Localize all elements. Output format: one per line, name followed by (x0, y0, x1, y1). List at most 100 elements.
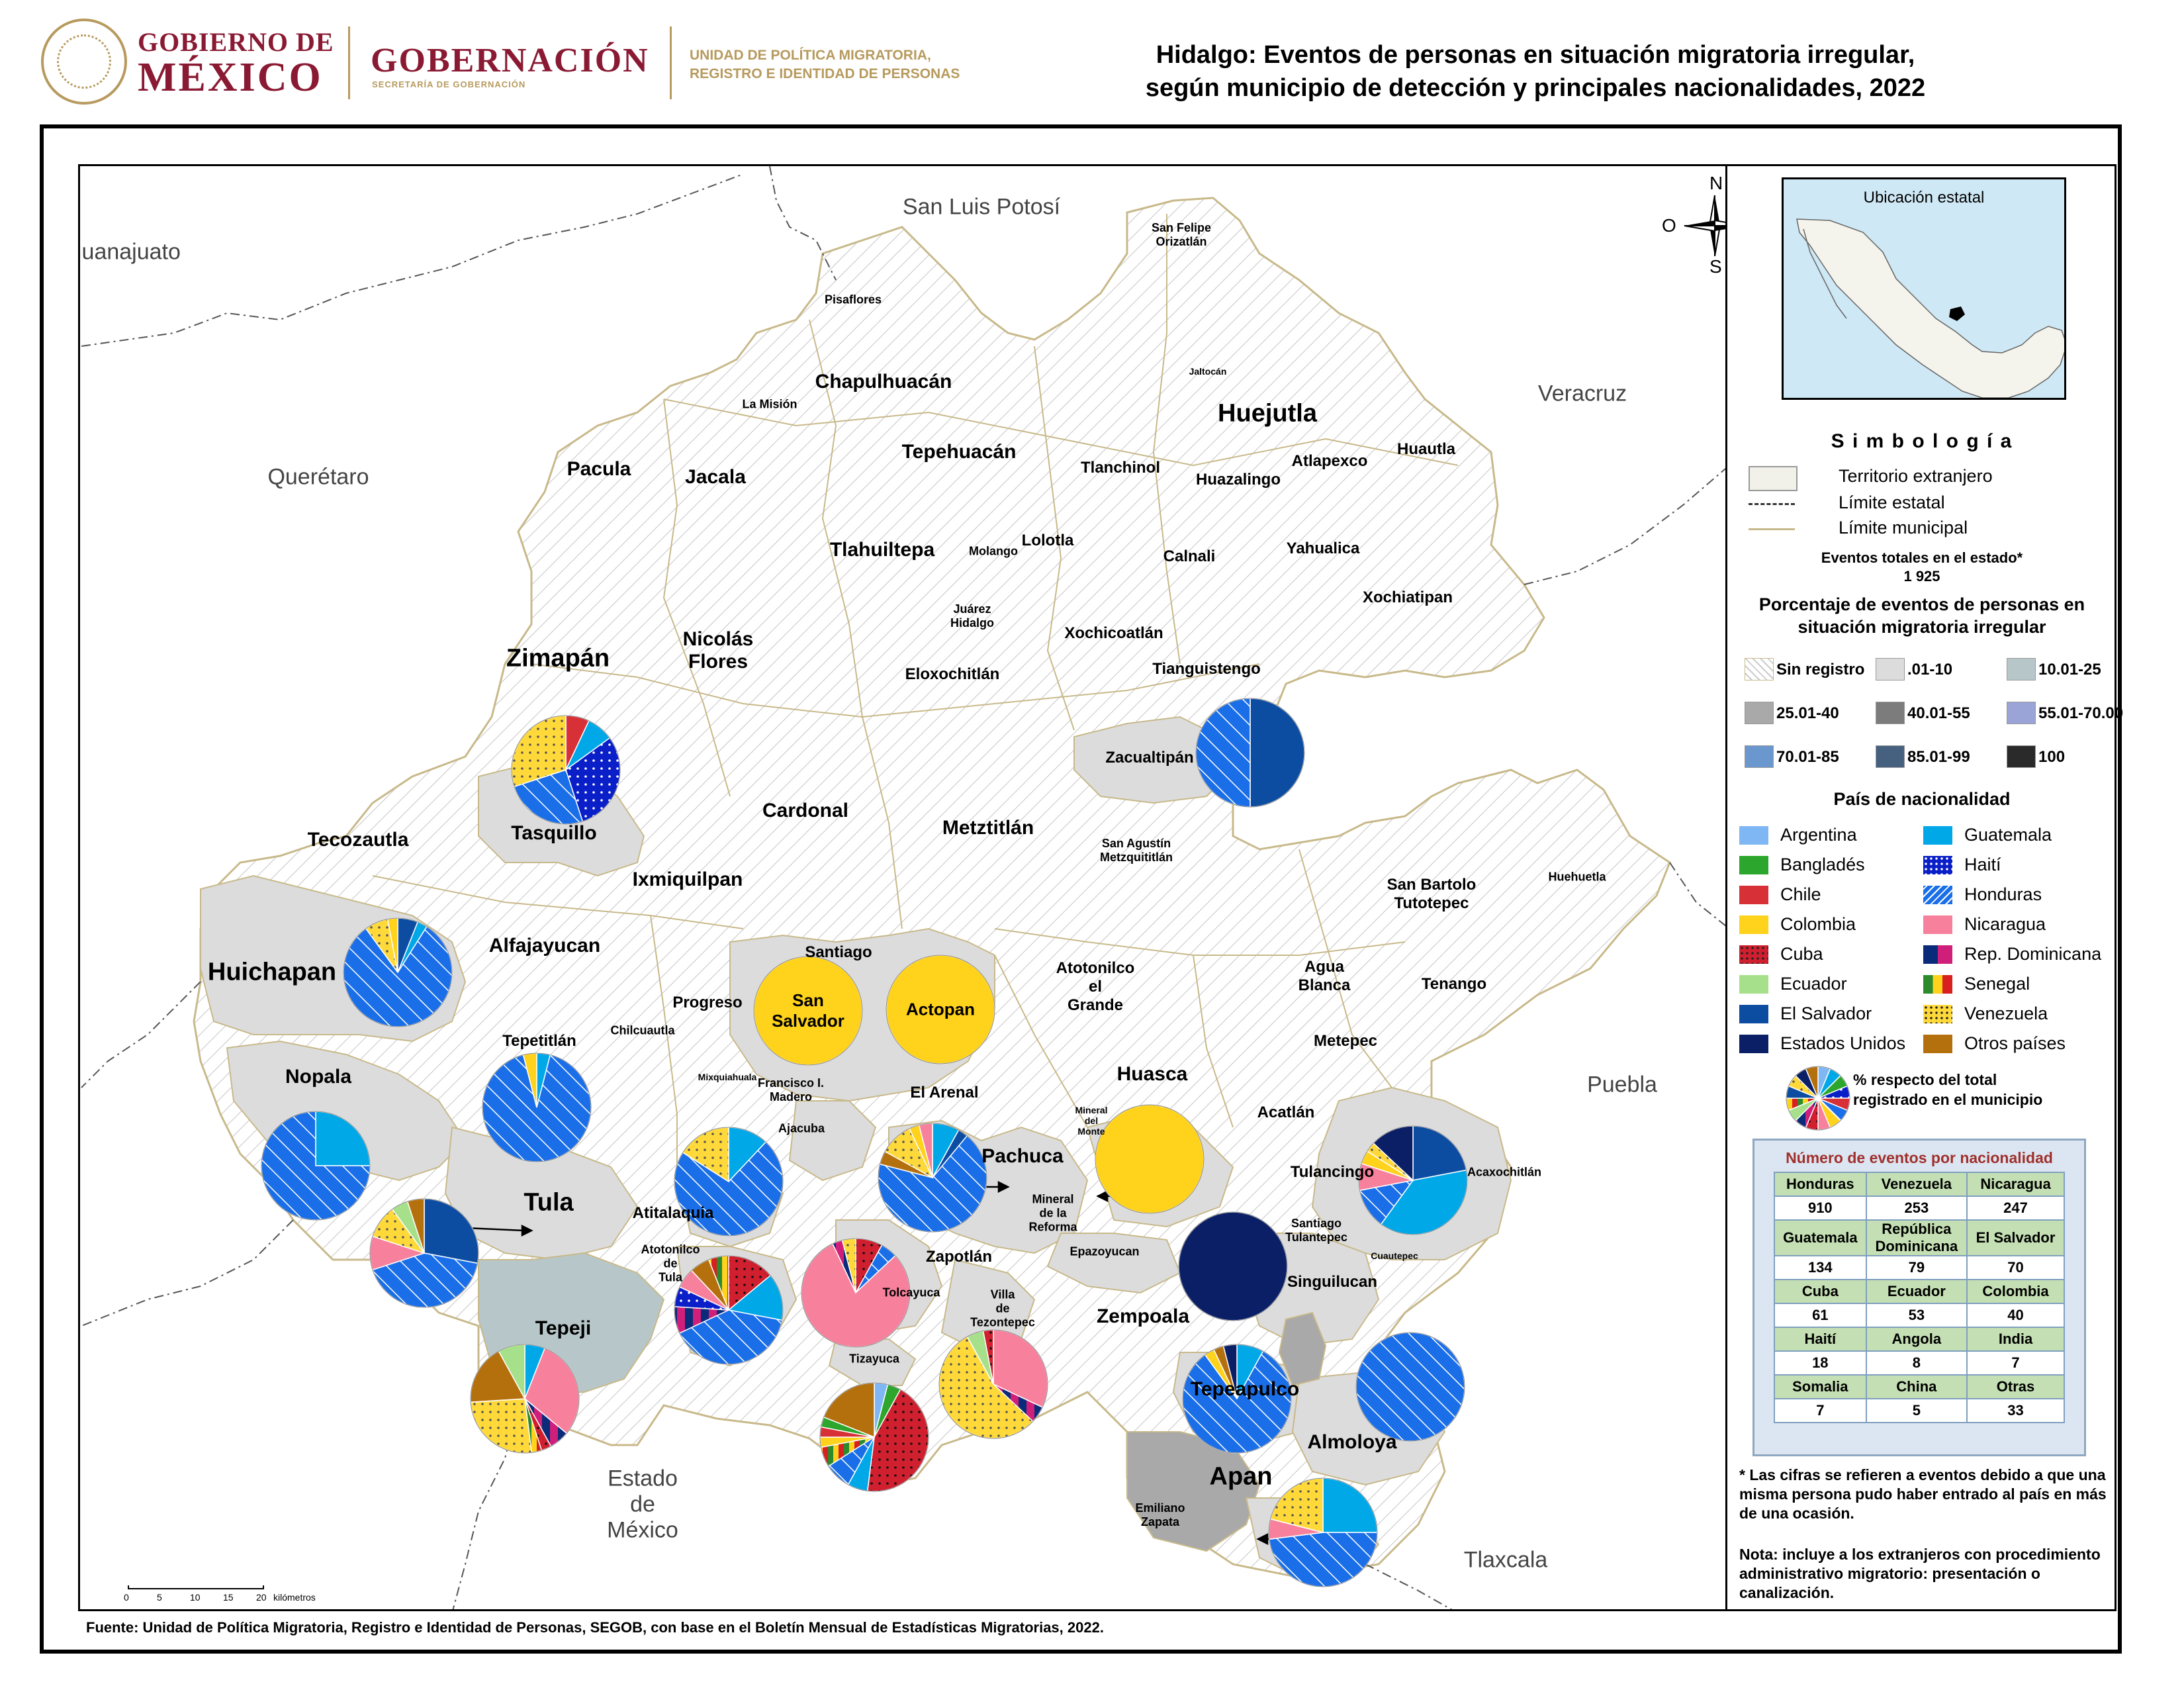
legend-foreign-swatch (1749, 466, 1797, 491)
municipality-label-tlahuiltepa: Tlahuiltepa (829, 539, 935, 561)
pie-tula (369, 1198, 479, 1308)
nat-table-value: 33 (1966, 1398, 2065, 1423)
nat-swatch-chile (1739, 886, 1768, 904)
municipality-label-tepehuacan: Tepehuacán (901, 441, 1017, 463)
pie-singuilucan (1178, 1211, 1288, 1321)
title-line-2: según municipio de detección y principal… (1145, 74, 1926, 102)
municipality-label-mineral-de-la-reforma: Mineral de la Reforma (1028, 1192, 1077, 1234)
nat-table: Honduras Venezuela Nicaragua 910 253 247 Guate… (1774, 1172, 2065, 1423)
nat-table-value: 7 (1774, 1398, 1867, 1423)
scale-bar-line (128, 1585, 264, 1589)
pct-label-55-01-70-00: 55.01-70.00 (2038, 704, 2124, 722)
pie-tolcayuca (801, 1238, 911, 1348)
pie-pachuca (878, 1123, 987, 1233)
municipality-label-alfajayucan: Alfajayucan (488, 935, 601, 957)
municipality-label-huasca: Huasca (1116, 1063, 1188, 1085)
nat-table-title: Número de eventos por nacionalidad (1786, 1149, 2053, 1166)
nat-swatch-honduras (1923, 886, 1952, 904)
pie-acaxochitlan (1358, 1125, 1468, 1235)
municipality-label-zimapan: Zimapán (506, 644, 610, 673)
state-label-tlaxcala: Tlaxcala (1463, 1547, 1548, 1573)
nat-table-country: Haití (1774, 1327, 1867, 1352)
municipality-label-pachuca: Pachuca (981, 1145, 1064, 1167)
nat-label-banglades: Bangladés (1780, 855, 1865, 874)
nat-table-country: República Dominicana (1865, 1219, 1968, 1256)
nat-table-country: El Salvador (1966, 1219, 2065, 1256)
municipality-label-acaxochitlan: Acaxochitlán (1467, 1165, 1542, 1179)
footnote-events: * Las cifras se refieren a eventos debid… (1739, 1466, 2107, 1522)
municipality-label-santiago: Santiago (805, 943, 872, 961)
nat-table-value: 79 (1865, 1255, 1968, 1280)
municipality-label-francisco-i-madero: Francisco I. Madero (757, 1076, 825, 1103)
nat-table-country: China (1865, 1374, 1968, 1399)
municipality-label-singuilucan: Singuilucan (1287, 1273, 1378, 1291)
nat-label-chile: Chile (1780, 884, 1821, 904)
hidalgo-locator-icon (1949, 306, 1965, 321)
pie-san-salvador-outline (753, 956, 863, 1066)
map-labels: Guanajuato San Luis Potosí Querétaro Veracr… (80, 166, 1725, 1609)
nat-swatch-senegal (1923, 975, 1952, 994)
municipality-label-santiago-tulantepec: Santiago Tulantepec (1285, 1217, 1347, 1244)
footnote-note: Nota: incluye a los extranjeros con proc… (1739, 1546, 2101, 1601)
municipality-label-agua-blanca: Agua Blanca (1298, 958, 1351, 994)
pct-swatch-40-01-55 (1876, 702, 1905, 724)
municipality-label-jaltocan: Jaltocán (1189, 366, 1227, 377)
municipality-label-zapotlan: Zapotlán (926, 1248, 992, 1266)
state-label-queretaro: Querétaro (267, 464, 369, 490)
municipality-label-tecozautla: Tecozautla (307, 829, 409, 851)
nat-legend-title: País de nacionalidad (1833, 789, 2011, 809)
municipality-label-san-agustin-metzquititlan: San Agustín Metzquititlán (1100, 837, 1173, 864)
pie-san-salvador (753, 956, 863, 1066)
municipality-label-chapulhuacan: Chapulhuacán (815, 371, 952, 393)
pct-swatch-01-10 (1876, 658, 1905, 680)
pct-label-01-10: .01-10 (1907, 661, 1953, 679)
pct-title-1: Porcentaje de eventos de personas en (1758, 594, 2085, 614)
pie-villa-de-tezontepec (938, 1329, 1048, 1439)
nat-table-value-row: 61 53 40 (1774, 1303, 2065, 1328)
scale-tick: 0 (124, 1592, 129, 1603)
nat-table-country: Ecuador (1865, 1279, 1968, 1304)
nat-label-ecuador: Ecuador (1780, 974, 1847, 994)
municipality-label-huautla: Huautla (1396, 440, 1456, 458)
pie-tepeapulco (1182, 1344, 1292, 1454)
nat-label-senegal: Senegal (1964, 974, 2030, 994)
municipality-label-xochicoatlan: Xochicoatlán (1064, 624, 1163, 642)
gobernacion-logo: GOBERNACIÓN (371, 42, 649, 79)
municipality-label-san-bartolo-tutotepec: San Bartolo Tutotepec (1387, 876, 1477, 912)
title-line-1: Hidalgo: Eventos de personas en situació… (1156, 41, 1915, 69)
nat-swatch-el-salvador (1739, 1005, 1768, 1023)
municipality-label-nicolas-flores: Nicolás Flores (682, 628, 754, 673)
nat-table-value: 61 (1774, 1303, 1867, 1328)
pie-tepeapulco-outline (1182, 1344, 1292, 1454)
municipality-label-molango: Molango (969, 544, 1018, 558)
nat-label-estados-unidos: Estados Unidos (1780, 1033, 1906, 1053)
pct-label-100: 100 (2038, 748, 2066, 766)
pie-huichapan (343, 917, 453, 1027)
municipality-label-tepeapulco: Tepeapulco (1190, 1378, 1300, 1400)
nat-table-value: 18 (1774, 1350, 1867, 1376)
municipality-label-eloxochitlan: Eloxochitlán (905, 665, 1000, 683)
compass-s: S (1709, 256, 1722, 277)
pct-title-2: situación migratoria irregular (1797, 617, 2046, 637)
nat-swatch-venezuela (1923, 1005, 1952, 1023)
nat-table-value: 247 (1966, 1196, 2065, 1221)
pie-tizayuca-outline (819, 1382, 929, 1492)
logo-line-1: GOBIERNO DE (138, 27, 334, 57)
nat-swatch-otros-paises (1923, 1035, 1952, 1053)
nat-swatch-rep-dominicana (1923, 945, 1952, 964)
municipality-label-tolcayuca: Tolcayuca (882, 1286, 940, 1299)
municipality-label-tasquillo: Tasquillo (511, 822, 597, 844)
nat-table-value: 253 (1865, 1196, 1968, 1221)
pie-actopan (886, 955, 995, 1064)
municipality-label-zacualtipan: Zacualtipán (1105, 749, 1194, 767)
legend-muni-line (1749, 528, 1795, 530)
pie-legend-label-1: % respecto del total (1853, 1071, 1997, 1088)
state-boundaries (81, 166, 1725, 1609)
municipality-label-la-mision: La Misión (742, 397, 797, 411)
pct-label-sin-registro: Sin registro (1776, 661, 1865, 679)
municipality-label-xochiatipan: Xochiatipan (1362, 588, 1453, 606)
nat-label-el-salvador: El Salvador (1780, 1004, 1872, 1023)
nat-swatch-argentina (1739, 826, 1768, 845)
scale-tick: 5 (157, 1592, 162, 1603)
pie-tepeji (470, 1344, 580, 1454)
